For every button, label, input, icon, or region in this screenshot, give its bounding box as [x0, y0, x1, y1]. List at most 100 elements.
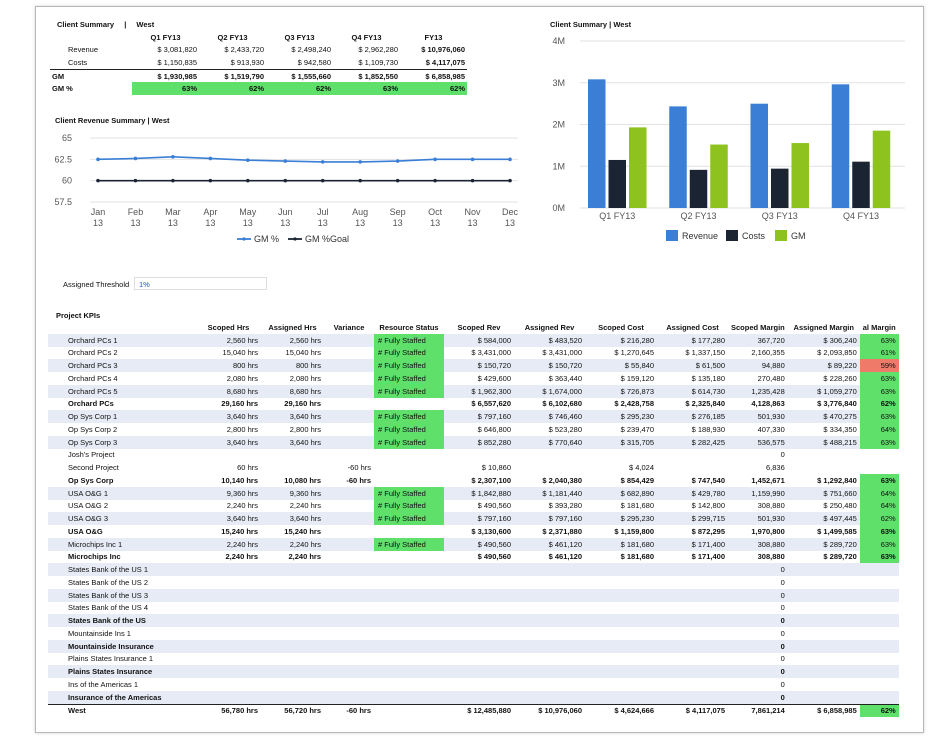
kpi-header-3: Variance [333, 322, 365, 332]
kpi-cell: 0 [728, 690, 788, 704]
line-point [171, 154, 175, 159]
kpi-row-name: Orchard PCs 2 [68, 348, 118, 358]
resource-status-cell: # Fully Staffed [374, 333, 444, 347]
margin-pct-cell: 62% [859, 397, 899, 411]
line-point [320, 178, 325, 183]
line-legend-label: GM %Goal [305, 234, 349, 244]
margin-pct-cell [860, 602, 899, 615]
kpi-cell [324, 665, 374, 678]
summary-cell: $ 1,109,730 [358, 57, 398, 67]
kpi-cell: $ 854,429 [620, 475, 654, 485]
resource-status-cell [374, 678, 444, 691]
summary-cell: $ 6,858,985 [400, 68, 467, 83]
kpi-row-name: Microchips Inc 1 [48, 537, 196, 551]
kpi-header-1: Scoped Hrs [207, 322, 250, 332]
kpi-cell [324, 614, 374, 627]
resource-status-cell: # Fully Staffed [374, 512, 444, 525]
kpi-cell: $ 490,560 [477, 501, 511, 511]
summary-cell: $ 1,150,835 [157, 57, 197, 67]
kpi-cell: $ 797,160 [444, 512, 514, 525]
kpi-cell: 1,235,428 [728, 384, 788, 398]
line-y-tick: 62.5 [54, 154, 72, 164]
kpi-cell [444, 576, 514, 589]
line-point [246, 158, 250, 162]
kpi-cell: $ 1,337,150 [685, 348, 725, 358]
bar-gm [791, 143, 809, 208]
kpi-cell [788, 678, 860, 691]
kpi-cell: 2,800 hrs [226, 424, 258, 434]
kpi-row-name: USA O&G 2 [68, 501, 109, 511]
summary-row-costs: Costs $ 1,150,835 $ 913,930 $ 942,580 $ … [50, 56, 467, 69]
kpi-row: States Bank of the US 3 0 [48, 588, 899, 602]
kpi-cell: $ 614,730 [657, 384, 728, 398]
kpi-cell [585, 665, 657, 678]
summary-row-label: Revenue [68, 45, 99, 55]
kpi-cell: 2,240 hrs [225, 552, 258, 562]
kpi-row: States Bank of the US 1 0 [48, 563, 899, 576]
kpi-cell [514, 665, 585, 678]
line-point [395, 178, 400, 183]
kpi-cell [657, 627, 728, 640]
summary-col-q4: Q4 FY13 [351, 32, 382, 42]
threshold-input[interactable]: 1% [134, 277, 267, 290]
summary-cell: $ 4,117,075 [425, 57, 465, 67]
kpi-row-name: Op Sys Corp 1 [48, 410, 196, 423]
kpi-cell [657, 588, 728, 602]
margin-pct-cell: 63% [859, 372, 899, 385]
kpi-cell [514, 653, 585, 666]
summary-col-q3: Q3 FY13 [284, 32, 315, 42]
kpi-cell: $ 726,873 [585, 384, 657, 398]
summary-cell: $ 3,081,820 [157, 45, 197, 55]
kpi-row-name: Op Sys Corp 3 [48, 435, 196, 449]
margin-pct-cell [860, 627, 899, 640]
resource-status-cell: # Fully Staffed [374, 410, 444, 423]
kpi-cell: $ 3,431,000 [542, 348, 582, 358]
kpi-cell [324, 333, 374, 347]
kpi-cell [657, 690, 728, 704]
resource-status-cell [374, 690, 444, 704]
kpi-cell: $ 1,674,000 [514, 384, 585, 398]
kpi-cell [324, 563, 374, 576]
margin-pct-cell [860, 653, 899, 666]
kpi-cell: $ 2,093,850 [817, 348, 857, 358]
client-summary-table: Q1 FY13 Q2 FY13 Q3 FY13 Q4 FY13 FY13 Rev… [50, 31, 467, 95]
kpi-cell [324, 500, 374, 513]
margin-pct-cell: 62% [859, 703, 899, 718]
resource-status-cell [374, 398, 444, 411]
kpi-cell [261, 627, 324, 640]
kpi-cell: 2,080 hrs [226, 373, 258, 383]
margin-pct-cell [859, 588, 899, 602]
kpi-cell [444, 665, 514, 678]
kpi-cell [585, 602, 657, 615]
kpi-header-2: Assigned Hrs [268, 322, 317, 332]
line-point [433, 178, 437, 183]
kpi-cell: $ 6,858,985 [787, 703, 860, 718]
kpi-cell: 3,640 hrs [261, 512, 324, 525]
kpi-cell: $ 4,624,666 [585, 703, 657, 718]
bar-gm [872, 130, 891, 208]
kpi-cell: 2,560 hrs [261, 333, 324, 347]
kpi-cell [585, 627, 657, 640]
kpi-cell: $ 751,660 [787, 486, 860, 500]
kpi-cell [585, 614, 657, 627]
kpi-cell [585, 690, 657, 704]
kpi-cell [788, 653, 860, 666]
kpi-cell [324, 602, 374, 615]
kpi-cell: -60 hrs [346, 475, 371, 485]
summary-cell: $ 2,498,240 [291, 45, 331, 55]
margin-pct-cell: 64% [859, 423, 899, 436]
kpi-cell: 1,159,990 [728, 486, 788, 500]
bar-x-tick: Q4 FY13 [843, 211, 879, 221]
kpi-cell: 0 [728, 614, 788, 627]
line-point [470, 178, 475, 183]
kpi-cell: $ 429,600 [477, 373, 511, 383]
kpi-row: Microchips Inc 1 2,240 hrs 2,240 hrs # Full… [48, 537, 899, 551]
kpi-row: West 56,780 hrs 56,720 hrs -60 hrs $ 12,485,… [48, 703, 899, 718]
kpi-cell [788, 449, 860, 462]
kpi-cell: $ 289,720 [823, 552, 857, 562]
kpi-cell [514, 588, 585, 602]
kpi-cell [444, 653, 514, 666]
resource-status-cell: # Fully Staffed [374, 435, 444, 449]
bar-chart-title: Client Summary | West [550, 20, 632, 29]
resource-status-cell [374, 588, 444, 602]
